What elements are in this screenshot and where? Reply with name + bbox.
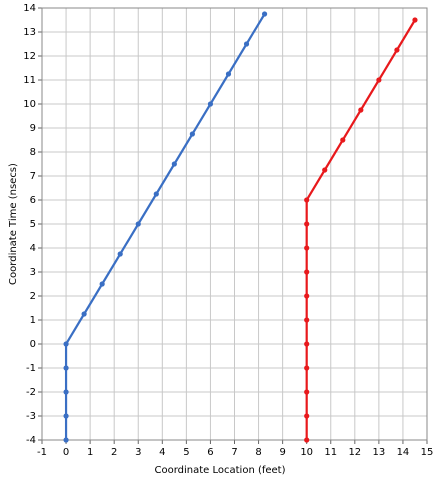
data-point (376, 77, 382, 83)
y-tick-label: 6 (30, 195, 36, 206)
y-tick-label: 10 (23, 99, 36, 110)
data-point (117, 251, 123, 257)
data-point (63, 341, 69, 347)
x-tick-label: 6 (207, 447, 213, 458)
data-point (304, 389, 310, 395)
y-axis-label: Coordinate Time (nsecs) (8, 163, 19, 285)
x-tick-label: 3 (135, 447, 141, 458)
data-point (304, 245, 310, 251)
x-tick-label: 5 (183, 447, 189, 458)
data-point (322, 167, 328, 173)
y-tick-label: 1 (30, 315, 36, 326)
data-point (304, 317, 310, 323)
y-tick-label: 4 (30, 243, 36, 254)
data-point (153, 191, 159, 197)
data-point (358, 107, 364, 113)
data-point (394, 47, 400, 53)
data-point (99, 281, 105, 287)
y-tick-label: 8 (30, 147, 36, 158)
data-point (207, 101, 214, 107)
x-tick-label: 1 (87, 447, 93, 458)
plot-border (41, 7, 428, 441)
data-point (171, 161, 177, 167)
x-axis-label: Coordinate Location (feet) (154, 465, 285, 476)
x-tick-label: 13 (373, 447, 386, 458)
data-point (304, 437, 310, 443)
data-point (412, 17, 418, 23)
y-tick-label: 14 (23, 3, 36, 14)
data-point (63, 365, 69, 371)
x-tick-label: 0 (63, 447, 69, 458)
data-point (304, 365, 310, 371)
y-tick-label: 3 (30, 267, 36, 278)
y-tick-label: 2 (30, 291, 36, 302)
y-tick-label: 13 (23, 27, 36, 38)
y-tick-label: 5 (30, 219, 36, 230)
y-tick-label: 12 (23, 51, 36, 62)
data-point (304, 221, 310, 227)
y-tick-label: 9 (30, 123, 36, 134)
data-point (225, 71, 232, 77)
data-point (135, 221, 141, 227)
y-tick-label: 7 (30, 171, 36, 182)
data-point (63, 413, 69, 419)
x-tick-label: 12 (348, 447, 361, 458)
y-tick-label: 0 (30, 339, 36, 350)
x-tick-label: 10 (300, 447, 313, 458)
y-tick-label: -4 (26, 435, 36, 446)
x-tick-label: 7 (231, 447, 237, 458)
x-tick-label: 14 (397, 447, 410, 458)
data-point (261, 11, 268, 17)
data-point (304, 197, 310, 203)
data-point (189, 131, 195, 137)
data-point (63, 389, 69, 395)
data-point (243, 41, 250, 47)
data-point (304, 269, 310, 275)
x-tick-label: 11 (324, 447, 337, 458)
y-tick-label: -1 (26, 363, 36, 374)
y-tick-label: -2 (26, 387, 36, 398)
data-point (63, 437, 69, 443)
x-tick-label: 9 (279, 447, 285, 458)
x-tick-label: 2 (111, 447, 117, 458)
x-tick-label: 15 (421, 447, 434, 458)
y-tick-label: 11 (23, 75, 36, 86)
y-tick-label: -3 (26, 411, 36, 422)
data-point (304, 341, 310, 347)
data-point (81, 311, 87, 317)
data-point (304, 293, 310, 299)
data-point (304, 413, 310, 419)
x-tick-label: 8 (255, 447, 261, 458)
data-point (340, 137, 346, 143)
x-tick-label: -1 (37, 447, 47, 458)
x-tick-label: 4 (159, 447, 165, 458)
series-line (64, 13, 266, 440)
